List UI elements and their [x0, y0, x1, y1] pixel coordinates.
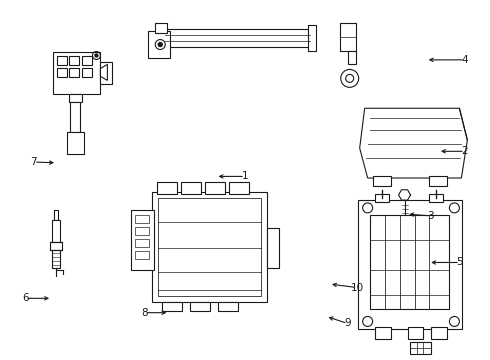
Bar: [69, 94, 82, 102]
Bar: [358, 200, 463, 329]
Text: 10: 10: [351, 283, 364, 293]
Bar: [70, 68, 79, 77]
Bar: [267, 228, 279, 268]
Bar: [372, 176, 391, 186]
Text: 8: 8: [142, 308, 148, 318]
Text: 5: 5: [457, 257, 464, 267]
Bar: [348, 50, 356, 64]
Bar: [70, 57, 79, 66]
Bar: [49, 242, 62, 250]
Bar: [56, 68, 67, 77]
Bar: [82, 57, 93, 66]
Bar: [152, 192, 267, 302]
Bar: [52, 53, 100, 94]
Bar: [100, 62, 112, 84]
Text: 4: 4: [462, 55, 468, 65]
Text: 9: 9: [344, 319, 351, 328]
Bar: [51, 250, 59, 268]
Bar: [162, 302, 182, 311]
Bar: [135, 251, 149, 259]
Bar: [155, 23, 167, 32]
Bar: [71, 102, 80, 132]
Text: 6: 6: [22, 293, 28, 303]
Bar: [340, 23, 356, 50]
Circle shape: [158, 42, 162, 46]
Text: 7: 7: [30, 157, 37, 167]
Bar: [157, 182, 177, 194]
Circle shape: [95, 54, 98, 57]
Bar: [82, 68, 93, 77]
Bar: [229, 182, 249, 194]
Bar: [410, 342, 432, 354]
Polygon shape: [100, 64, 107, 80]
Bar: [158, 198, 261, 296]
Bar: [165, 28, 310, 46]
Bar: [308, 24, 316, 50]
Bar: [432, 328, 447, 339]
Bar: [369, 215, 449, 310]
Bar: [408, 328, 423, 339]
Text: 3: 3: [427, 211, 434, 221]
Bar: [181, 182, 201, 194]
Bar: [53, 210, 57, 220]
Bar: [218, 302, 238, 311]
Bar: [135, 215, 149, 223]
Bar: [131, 210, 154, 270]
Bar: [67, 132, 84, 154]
Text: 2: 2: [462, 146, 468, 156]
Bar: [135, 227, 149, 235]
Bar: [429, 194, 443, 202]
Bar: [205, 182, 225, 194]
Bar: [51, 220, 59, 242]
Bar: [190, 302, 210, 311]
Bar: [375, 194, 389, 202]
Bar: [375, 328, 391, 339]
Polygon shape: [360, 108, 467, 178]
Bar: [56, 57, 67, 66]
Text: 1: 1: [242, 171, 248, 181]
Bar: [429, 176, 447, 186]
Bar: [135, 239, 149, 247]
Bar: [148, 31, 170, 58]
